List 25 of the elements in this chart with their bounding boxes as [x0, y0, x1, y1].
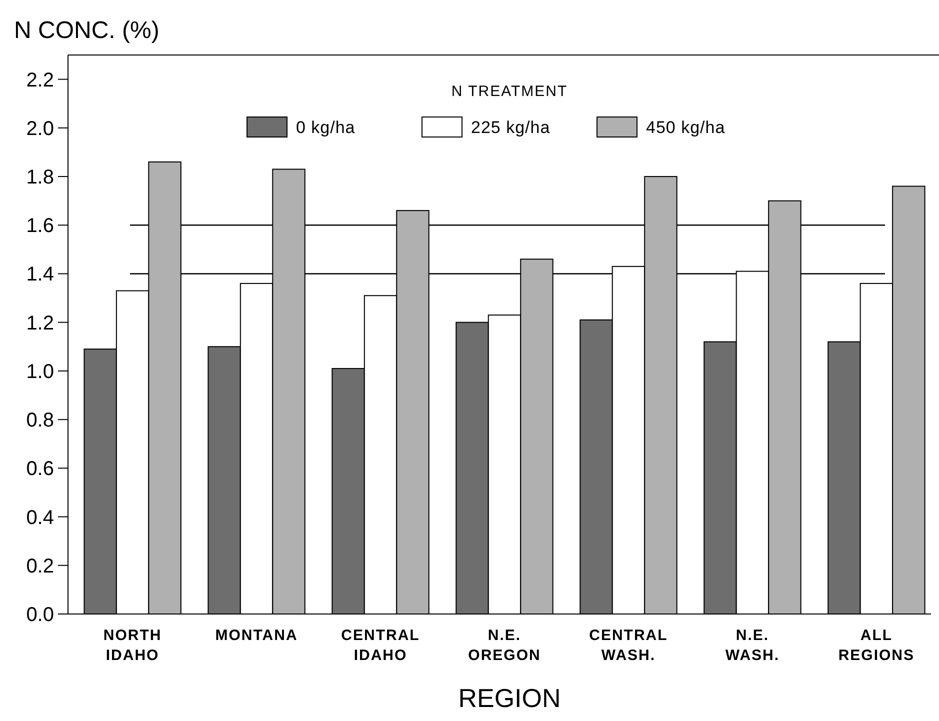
- x-tick-label: MONTANA: [215, 627, 298, 644]
- y-tick-label: 2.0: [26, 118, 54, 140]
- x-axis-title: REGION: [458, 683, 561, 713]
- y-tick-label: 0.6: [26, 458, 54, 480]
- y-tick-label: 0.0: [26, 604, 54, 626]
- y-tick-label: 0.8: [26, 410, 54, 432]
- legend-label: 450 kg/ha: [646, 118, 726, 137]
- y-axis-title: N CONC. (%): [14, 17, 160, 44]
- y-tick-label: 1.0: [26, 360, 54, 383]
- x-tick-label: NORTH IDAHO: [103, 627, 162, 664]
- legend-label: 225 kg/ha: [471, 118, 550, 137]
- x-tick-label: CENTRAL WASH.: [589, 627, 668, 664]
- x-tick-label: ALL REGIONS: [838, 627, 915, 664]
- y-tick-label: 0.2: [26, 555, 54, 578]
- x-tick-label: CENTRAL IDAHO: [341, 627, 420, 664]
- legend-label: 0 kg/ha: [296, 118, 356, 137]
- y-tick-label: 0.4: [26, 506, 54, 529]
- y-tick-label: 1.2: [26, 312, 54, 334]
- y-tick-label: 1.8: [26, 166, 54, 189]
- legend-title: N TREATMENT: [451, 83, 568, 100]
- y-tick-label: 1.6: [26, 215, 54, 238]
- y-tick-label: 2.2: [26, 69, 54, 92]
- x-tick-label: N.E. OREGON: [468, 627, 541, 664]
- x-tick-label: N.E. WASH.: [725, 627, 780, 664]
- y-tick-label: 1.4: [26, 264, 54, 286]
